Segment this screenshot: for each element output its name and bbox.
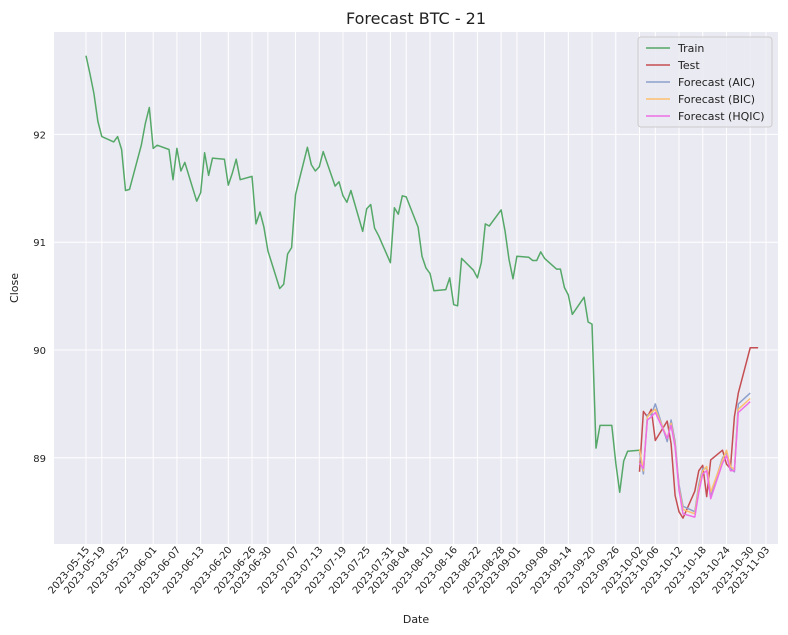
legend-label-test: Test: [677, 59, 700, 72]
x-axis-label: Date: [403, 613, 430, 626]
y-tick-label: 90: [33, 346, 46, 357]
legend-label-forecast-aic: Forecast (AIC): [678, 76, 755, 89]
x-tick-labels: 2023-05-152023-05-192023-05-252023-06-01…: [47, 545, 773, 597]
chart-title: Forecast BTC - 21: [346, 9, 486, 28]
series-line-forecast-hqic: [638, 401, 751, 518]
legend-label-forecast-hqic: Forecast (HQIC): [678, 110, 764, 123]
legend-label-forecast-bic: Forecast (BIC): [678, 93, 755, 106]
legend-label-train: Train: [677, 42, 704, 55]
x-grid-lines: [85, 32, 767, 544]
series-line-test: [638, 347, 759, 519]
y-tick-labels: 89 90 91 92: [33, 130, 46, 464]
y-tick-label: 91: [33, 238, 46, 249]
y-grid-lines: [54, 133, 778, 459]
y-tick-label: 89: [33, 454, 46, 465]
series-line-train: [85, 55, 640, 494]
series-layer: [85, 55, 759, 519]
legend: Train Test Forecast (AIC) Forecast (BIC) For…: [637, 36, 773, 128]
legend-box: [637, 36, 773, 128]
y-axis-label: Close: [8, 273, 21, 303]
y-tick-label: 92: [33, 130, 46, 141]
